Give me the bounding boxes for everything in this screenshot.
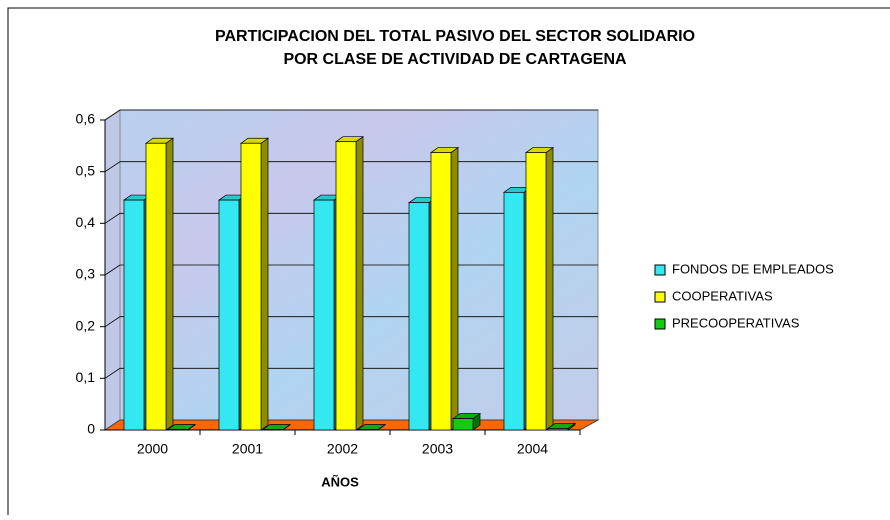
- bar-side: [450, 146, 459, 431]
- y-tick-label: 0,2: [76, 317, 96, 333]
- bar: [262, 429, 284, 431]
- bar: [452, 418, 474, 431]
- bar: [408, 202, 430, 431]
- bar: [547, 428, 569, 431]
- x-tick-label: 2001: [232, 441, 263, 457]
- bar: [430, 152, 452, 431]
- bar: [503, 191, 525, 431]
- y-tick-label: 0,1: [76, 369, 96, 385]
- x-tick-label: 2004: [517, 441, 548, 457]
- y-tick-label: 0,5: [76, 162, 96, 178]
- x-tick-label: 2003: [422, 441, 453, 457]
- y-tick-label: 0: [87, 421, 95, 437]
- bar-side: [260, 137, 269, 431]
- bar-side: [355, 136, 364, 431]
- y-tick-label: 0,3: [76, 266, 96, 282]
- legend-label: FONDOS DE EMPLEADOS: [672, 261, 834, 276]
- legend-label: PRECOOPERATIVAS: [672, 315, 800, 330]
- bar-side: [545, 146, 554, 431]
- x-tick-label: 2000: [137, 441, 168, 457]
- bar: [335, 141, 357, 431]
- legend-swatch: [654, 264, 666, 276]
- x-tick-label: 2002: [327, 441, 358, 457]
- legend-label: COOPERATIVAS: [672, 288, 773, 303]
- bar: [123, 199, 145, 431]
- bar: [525, 152, 547, 431]
- chart-title: POR CLASE DE ACTIVIDAD DE CARTAGENA: [283, 51, 627, 68]
- bar: [357, 429, 379, 431]
- legend-swatch: [654, 291, 666, 303]
- bar: [313, 199, 335, 431]
- legend-swatch: [654, 318, 666, 330]
- bar: [218, 199, 240, 431]
- grid-line: [104, 109, 598, 121]
- bar: [145, 142, 167, 431]
- x-axis-label: AÑOS: [321, 474, 359, 489]
- y-tick-label: 0,6: [76, 111, 96, 127]
- y-tick-label: 0,4: [76, 214, 96, 230]
- bar: [240, 142, 262, 431]
- bar: [167, 429, 189, 431]
- chart-title: PARTICIPACION DEL TOTAL PASIVO DEL SECTO…: [215, 28, 695, 45]
- bar-side: [165, 137, 174, 431]
